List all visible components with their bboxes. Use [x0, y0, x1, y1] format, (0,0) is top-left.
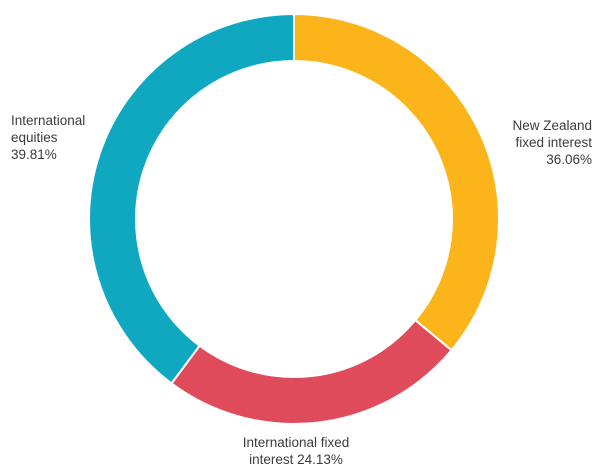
slice-label-value: interest 24.13% [249, 452, 343, 467]
slice-label-line: fixed interest [515, 135, 592, 150]
slice-label-line: International fixed [242, 435, 350, 450]
slice-label-international-fixed-interest: International fixed interest 24.13% [196, 434, 396, 468]
slice-label-new-zealand-fixed-interest: New Zealand fixed interest 36.06% [512, 117, 592, 168]
slice-new-zealand-fixed-interest [293, 12, 500, 352]
slice-label-line: International [11, 113, 86, 128]
slice-label-international-equities: International equities 39.81% [11, 112, 85, 163]
slice-international-equities [88, 12, 295, 385]
slice-international-fixed-interest [170, 318, 453, 425]
slice-label-value: 36.06% [546, 152, 592, 167]
slice-label-value: 39.81% [11, 147, 57, 162]
slice-label-line: equities [11, 130, 58, 145]
slice-label-line: New Zealand [512, 118, 592, 133]
